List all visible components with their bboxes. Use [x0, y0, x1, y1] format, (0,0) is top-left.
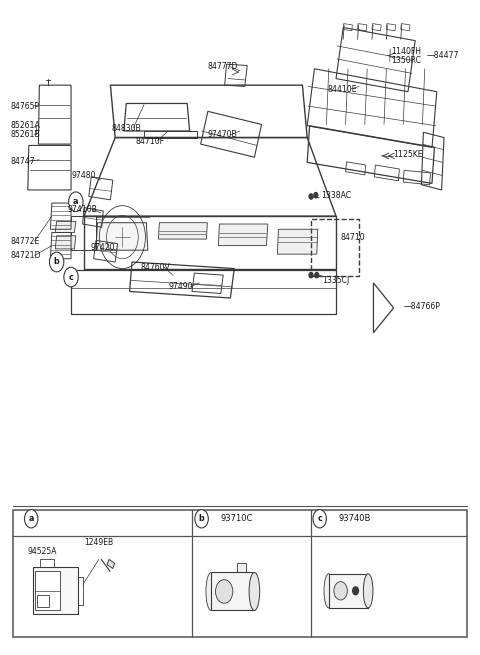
Circle shape: [69, 192, 83, 212]
Ellipse shape: [363, 574, 373, 608]
Circle shape: [315, 272, 319, 278]
Bar: [37, 595, 49, 607]
Polygon shape: [55, 236, 76, 249]
Text: 84710F: 84710F: [135, 137, 164, 146]
Text: 84747: 84747: [11, 157, 35, 166]
Text: 93740B: 93740B: [339, 514, 371, 523]
Text: 84777D: 84777D: [207, 62, 238, 71]
Text: 85261A: 85261A: [11, 121, 40, 130]
Text: 84710: 84710: [341, 233, 365, 242]
Circle shape: [216, 580, 233, 603]
Text: 85261B: 85261B: [11, 130, 40, 139]
Text: 97470B: 97470B: [207, 130, 237, 140]
Text: a: a: [28, 514, 34, 523]
Text: 1125KE: 1125KE: [394, 150, 423, 159]
Circle shape: [195, 510, 208, 528]
Polygon shape: [158, 223, 207, 239]
Text: a: a: [73, 197, 79, 206]
Polygon shape: [329, 574, 368, 608]
Circle shape: [353, 587, 359, 595]
Text: 1335CJ: 1335CJ: [323, 276, 350, 285]
Text: 97410B: 97410B: [67, 205, 97, 214]
Text: b: b: [54, 257, 60, 267]
Polygon shape: [107, 559, 115, 569]
Text: —84477: —84477: [426, 51, 458, 60]
Polygon shape: [96, 223, 148, 250]
Text: b: b: [199, 514, 204, 523]
Polygon shape: [218, 224, 268, 246]
Text: c: c: [317, 514, 322, 523]
Text: c: c: [69, 272, 73, 282]
Text: 1249EB: 1249EB: [84, 538, 113, 547]
Circle shape: [49, 252, 64, 272]
Text: 97490: 97490: [169, 282, 193, 291]
Circle shape: [64, 267, 78, 287]
Text: 1140FH: 1140FH: [391, 47, 421, 56]
Polygon shape: [35, 571, 60, 610]
Text: 1350RC: 1350RC: [391, 56, 421, 65]
Text: 84772E: 84772E: [11, 236, 40, 246]
Circle shape: [309, 194, 313, 199]
Polygon shape: [277, 229, 318, 254]
Ellipse shape: [249, 572, 260, 610]
Text: 84830B: 84830B: [111, 124, 141, 133]
Polygon shape: [211, 572, 254, 610]
Ellipse shape: [206, 572, 216, 610]
Circle shape: [314, 193, 318, 198]
Text: 84760V: 84760V: [140, 263, 170, 272]
Circle shape: [24, 510, 38, 528]
Text: 84410E: 84410E: [327, 84, 357, 94]
Polygon shape: [55, 221, 76, 233]
Text: 84721D: 84721D: [11, 251, 41, 260]
Ellipse shape: [324, 574, 334, 608]
Text: 94525A: 94525A: [28, 547, 57, 556]
Circle shape: [334, 582, 348, 600]
Text: 84765P: 84765P: [11, 102, 40, 111]
Text: 97420: 97420: [90, 243, 115, 252]
Polygon shape: [33, 567, 78, 614]
Text: —84766P: —84766P: [403, 302, 440, 311]
Text: 1338AC: 1338AC: [321, 191, 351, 200]
Circle shape: [313, 510, 326, 528]
Text: 97480: 97480: [71, 171, 96, 180]
Polygon shape: [13, 510, 467, 637]
Polygon shape: [237, 563, 246, 572]
Text: 93710C: 93710C: [221, 514, 253, 523]
Circle shape: [309, 272, 313, 278]
